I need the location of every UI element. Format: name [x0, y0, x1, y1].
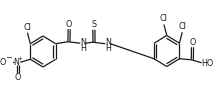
- Text: H: H: [81, 44, 86, 53]
- Text: O: O: [0, 58, 6, 67]
- Text: O: O: [66, 20, 72, 29]
- Text: HO: HO: [202, 59, 214, 68]
- Text: N: N: [14, 58, 20, 67]
- Text: N: N: [106, 38, 111, 47]
- Text: N: N: [81, 38, 86, 47]
- Text: O: O: [189, 38, 196, 47]
- Text: S: S: [91, 20, 96, 29]
- Text: O: O: [14, 73, 21, 82]
- Text: −: −: [6, 54, 12, 63]
- Text: H: H: [106, 44, 111, 53]
- Text: +: +: [18, 56, 23, 61]
- Text: Cl: Cl: [23, 23, 31, 32]
- Text: Cl: Cl: [159, 14, 167, 23]
- Text: Cl: Cl: [179, 22, 187, 31]
